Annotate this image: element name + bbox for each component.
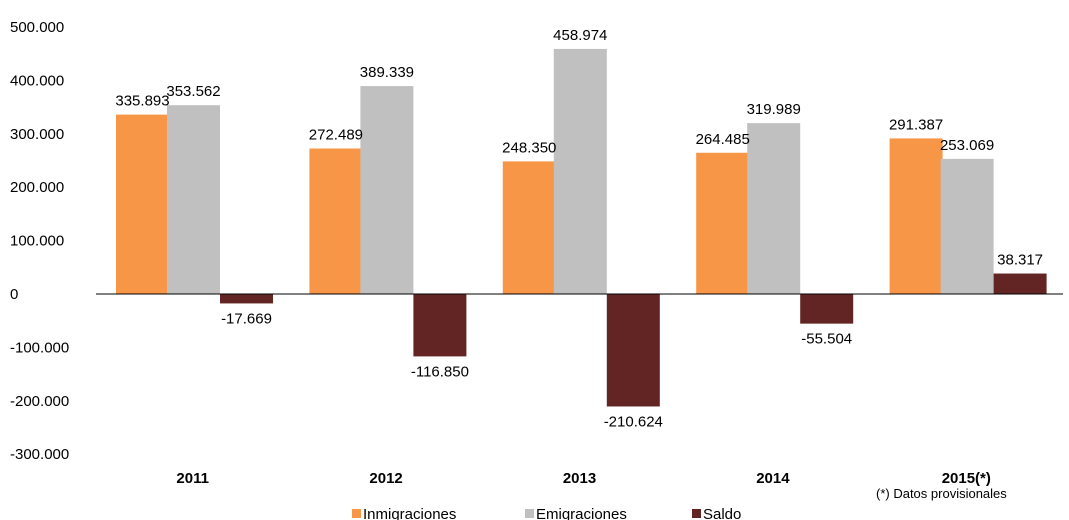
bar-inmigraciones-2015 bbox=[889, 138, 943, 294]
y-tick-label: 200.000 bbox=[10, 179, 64, 196]
data-label: 253.069 bbox=[940, 137, 994, 154]
legend-swatch bbox=[692, 509, 701, 518]
data-label: 353.562 bbox=[166, 83, 220, 100]
bar-emigraciones-2012 bbox=[360, 86, 414, 294]
x-category-label: 2014 bbox=[756, 470, 790, 487]
data-label: 38.317 bbox=[997, 252, 1043, 269]
bar-emigraciones-2014 bbox=[747, 123, 801, 294]
bars bbox=[116, 48, 1047, 407]
data-labels: 335.893 272.489 248.350 264.485 291.387 353.5… bbox=[115, 27, 1043, 431]
x-category-label: 2015(*) bbox=[942, 470, 991, 487]
x-axis-category-labels: 2011 2012 2013 2014 2015(*) bbox=[176, 470, 990, 487]
data-label: 248.350 bbox=[502, 139, 556, 156]
bar-saldo-2011 bbox=[220, 294, 273, 304]
bar-inmigraciones-2012 bbox=[309, 148, 363, 294]
y-tick-label: 100.000 bbox=[10, 233, 64, 250]
data-label: -55.504 bbox=[801, 331, 852, 348]
y-axis-ticks: 500.000 400.000 300.000 200.000 100.000 0 -100… bbox=[10, 19, 69, 463]
data-label: 264.485 bbox=[696, 131, 750, 148]
data-label: 291.387 bbox=[889, 116, 943, 133]
bar-saldo-2013 bbox=[606, 294, 660, 407]
bar-emigraciones-2013 bbox=[553, 48, 607, 294]
footnote: (*) Datos provisionales bbox=[876, 486, 1007, 501]
x-category-label: 2012 bbox=[369, 470, 402, 487]
bar-emigraciones-2015 bbox=[940, 158, 994, 294]
y-tick-label: 300.000 bbox=[10, 126, 64, 143]
x-category-label: 2013 bbox=[563, 470, 596, 487]
y-tick-label: 0 bbox=[10, 286, 18, 303]
legend-swatch bbox=[525, 509, 534, 518]
x-category-label: 2011 bbox=[176, 470, 209, 487]
y-tick-label: -300.000 bbox=[10, 446, 69, 463]
bar-inmigraciones-2014 bbox=[696, 152, 750, 294]
data-label: -116.850 bbox=[411, 363, 469, 380]
bar-inmigraciones-2013 bbox=[502, 161, 556, 294]
legend-label: Inmigraciones bbox=[363, 506, 456, 520]
data-label: -210.624 bbox=[604, 413, 663, 430]
data-label: 389.339 bbox=[360, 64, 414, 81]
legend-label: Emigraciones bbox=[536, 506, 627, 520]
data-label: 458.974 bbox=[553, 27, 607, 44]
data-label: 335.893 bbox=[115, 93, 169, 110]
data-label: -17.669 bbox=[221, 310, 272, 327]
y-tick-label: 500.000 bbox=[10, 19, 64, 36]
bar-emigraciones-2011 bbox=[167, 105, 220, 294]
bar-saldo-2014 bbox=[800, 294, 854, 324]
legend-swatch bbox=[352, 509, 361, 518]
legend-label: Saldo bbox=[703, 506, 741, 520]
bar-saldo-2012 bbox=[413, 294, 467, 357]
bar-saldo-2015 bbox=[993, 273, 1047, 294]
data-label: 319.989 bbox=[747, 101, 801, 118]
bar-inmigraciones-2011 bbox=[116, 114, 169, 294]
y-tick-label: -200.000 bbox=[10, 393, 69, 410]
y-tick-label: -100.000 bbox=[10, 339, 69, 356]
legend: Inmigraciones Emigraciones Saldo bbox=[352, 506, 741, 520]
data-label: 272.489 bbox=[309, 126, 363, 143]
y-tick-label: 400.000 bbox=[10, 72, 64, 89]
